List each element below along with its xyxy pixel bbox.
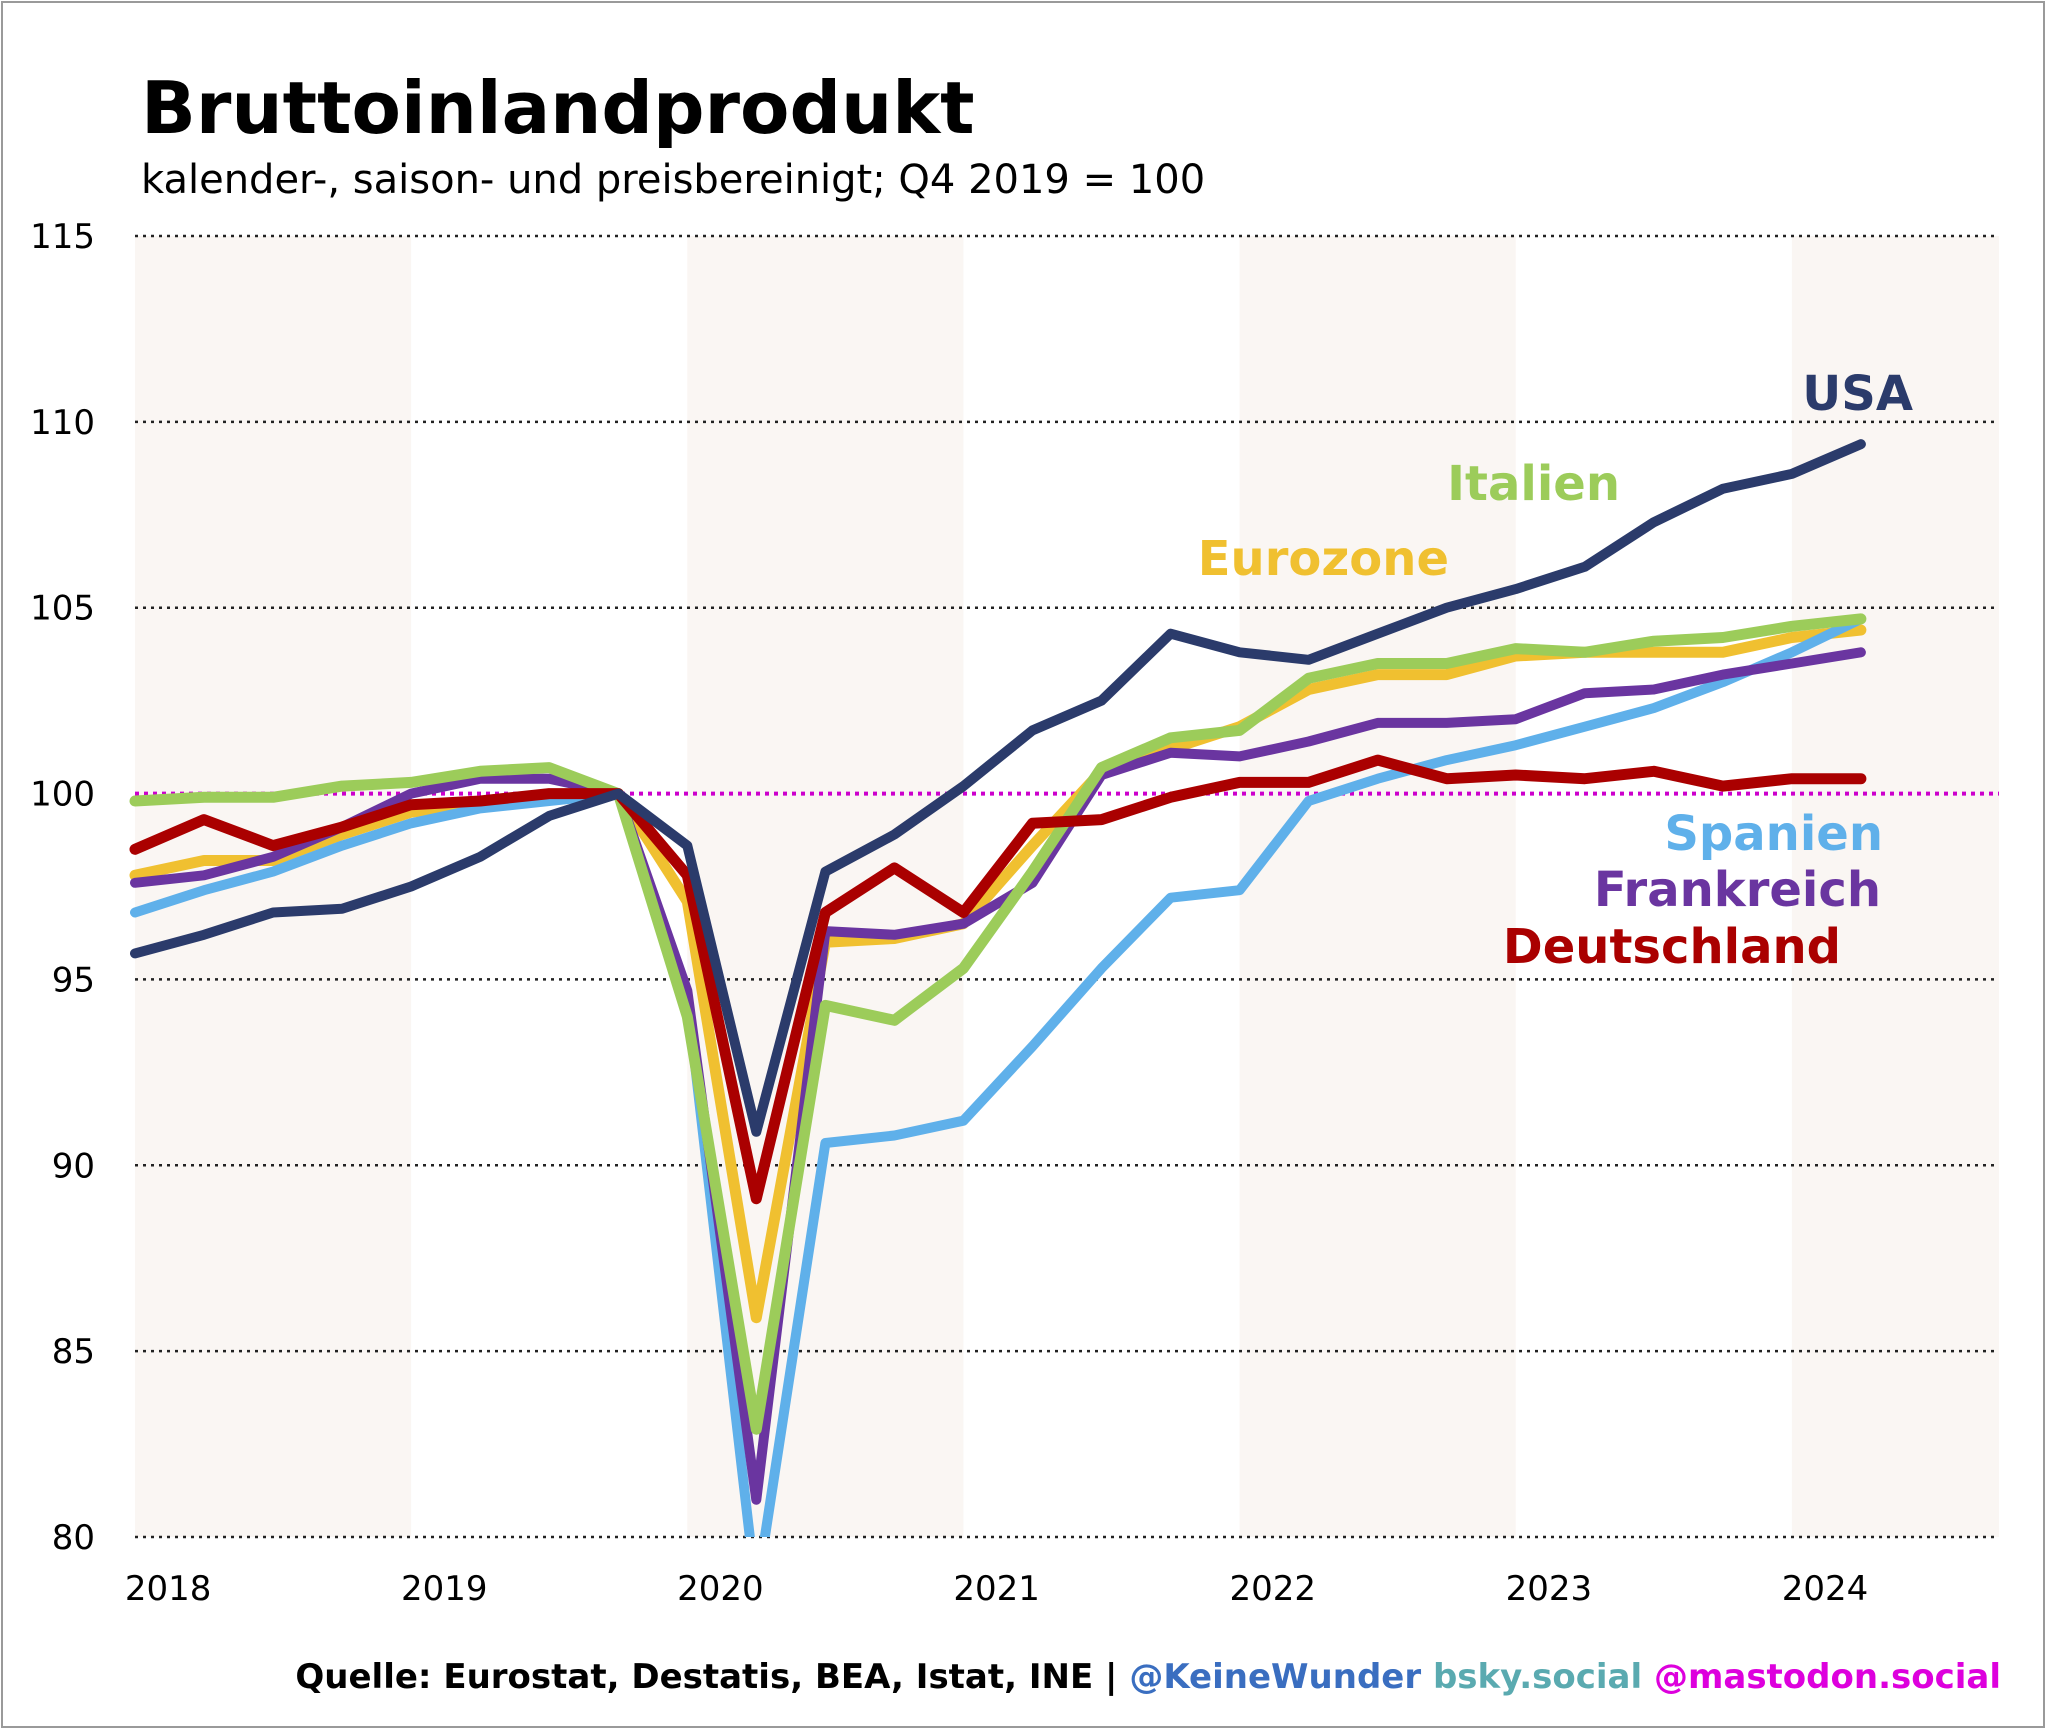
series-lines xyxy=(129,439,1867,1537)
y-tick-110: 110 xyxy=(30,403,95,443)
label-frankreich: Frankreich xyxy=(1594,862,1881,918)
y-tick-95: 95 xyxy=(52,960,95,1000)
x-tick-2019: 2019 xyxy=(401,1569,488,1609)
footer-source-line: Quelle: Eurostat, Destatis, BEA, Istat, … xyxy=(295,1657,2001,1697)
label-eurozone: Eurozone xyxy=(1198,531,1449,587)
x-tick-2024: 2024 xyxy=(1782,1569,1869,1609)
band-2022 xyxy=(1239,236,1516,1537)
y-axis-ticks: 80 85 90 95 100 105 110 115 xyxy=(30,217,95,1558)
gdp-line-chart: 80 85 90 95 100 105 110 115 2018 2019 2020 2021 202… xyxy=(30,66,2001,1697)
y-tick-100: 100 xyxy=(30,775,95,815)
y-tick-105: 105 xyxy=(30,589,95,629)
series-frankreich xyxy=(130,647,1866,1505)
footer-handle[interactable]: @KeineWunder xyxy=(1129,1657,1421,1697)
x-tick-2020: 2020 xyxy=(677,1569,764,1609)
x-axis-ticks: 2018 2019 2020 2021 2022 2023 2024 xyxy=(125,1569,1868,1609)
footer-mastodon[interactable]: @mastodon.social xyxy=(1642,1657,2001,1697)
series-italien xyxy=(129,613,1867,1435)
y-tick-90: 90 xyxy=(52,1146,95,1186)
gridlines xyxy=(135,234,1999,1539)
x-tick-2021: 2021 xyxy=(953,1569,1040,1609)
footer-source: Quelle: Eurostat, Destatis, BEA, Istat, … xyxy=(295,1657,1129,1697)
label-italien: Italien xyxy=(1447,456,1620,512)
y-tick-115: 115 xyxy=(30,217,95,257)
series-spanien xyxy=(130,613,1866,1537)
y-tick-85: 85 xyxy=(52,1332,95,1372)
x-tick-2023: 2023 xyxy=(1506,1569,1593,1609)
label-usa: USA xyxy=(1802,366,1913,422)
band-2018 xyxy=(135,236,412,1537)
chart-subtitle: kalender-, saison- und preisbereinigt; Q… xyxy=(141,157,1205,203)
footer-bsky[interactable]: bsky.social xyxy=(1421,1657,1642,1697)
x-tick-2022: 2022 xyxy=(1229,1569,1316,1609)
chart-title: Bruttoinlandprodukt xyxy=(141,66,975,150)
x-tick-2018: 2018 xyxy=(125,1569,212,1609)
y-tick-80: 80 xyxy=(52,1518,95,1558)
series-usa xyxy=(130,439,1866,1137)
label-spanien: Spanien xyxy=(1664,806,1883,862)
band-2024 xyxy=(1791,236,1999,1537)
series-labels: USA Italien Eurozone Spanien Frankreich … xyxy=(1198,366,1913,975)
series-deutschland xyxy=(129,754,1867,1205)
label-deutschland: Deutschland xyxy=(1503,919,1841,975)
